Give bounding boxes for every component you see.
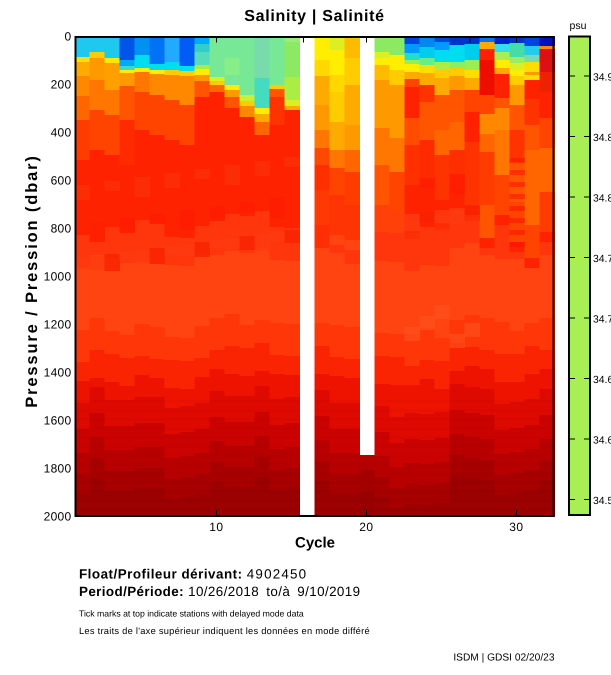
svg-text:Float/Profileur dérivant: 4902: Float/Profileur dérivant: 4902450 — [79, 566, 307, 581]
svg-text:20: 20 — [359, 520, 373, 534]
svg-text:1600: 1600 — [44, 414, 72, 428]
svg-text:Les traits de l'axe supérieur: Les traits de l'axe supérieur indiquent … — [79, 626, 370, 636]
svg-text:Period/Période: 10/26/2018 to/: Period/Période: 10/26/2018 to/à 9/10/201… — [79, 584, 360, 599]
svg-text:ISDM | GDSI 02/20/23: ISDM | GDSI 02/20/23 — [453, 652, 555, 663]
svg-text:Salinity | Salinité: Salinity | Salinité — [244, 8, 384, 25]
svg-text:1800: 1800 — [44, 462, 72, 476]
svg-text:34.75: 34.75 — [593, 254, 611, 265]
svg-text:34.8: 34.8 — [593, 193, 611, 204]
svg-text:200: 200 — [51, 77, 72, 91]
svg-text:34.7: 34.7 — [593, 314, 611, 325]
svg-text:1400: 1400 — [44, 366, 72, 380]
svg-text:2000: 2000 — [44, 510, 72, 524]
svg-text:0: 0 — [65, 29, 72, 43]
svg-text:34.6: 34.6 — [593, 435, 611, 446]
svg-text:800: 800 — [51, 222, 72, 236]
svg-text:psu: psu — [570, 20, 587, 32]
svg-text:400: 400 — [51, 125, 72, 139]
svg-text:Cycle: Cycle — [295, 535, 335, 552]
svg-text:30: 30 — [509, 520, 523, 534]
svg-text:Tick marks at top indicate sta: Tick marks at top indicate stations with… — [79, 608, 304, 618]
svg-text:1000: 1000 — [44, 270, 72, 284]
svg-text:34.65: 34.65 — [593, 375, 611, 386]
svg-text:Pressure / Pression (dbar): Pressure / Pression (dbar) — [23, 154, 41, 408]
svg-text:34.85: 34.85 — [593, 133, 611, 144]
svg-text:34.55: 34.55 — [593, 496, 611, 507]
svg-text:600: 600 — [51, 173, 72, 187]
svg-text:1200: 1200 — [44, 318, 72, 332]
svg-text:34.9: 34.9 — [593, 72, 611, 83]
svg-text:10: 10 — [209, 520, 223, 534]
